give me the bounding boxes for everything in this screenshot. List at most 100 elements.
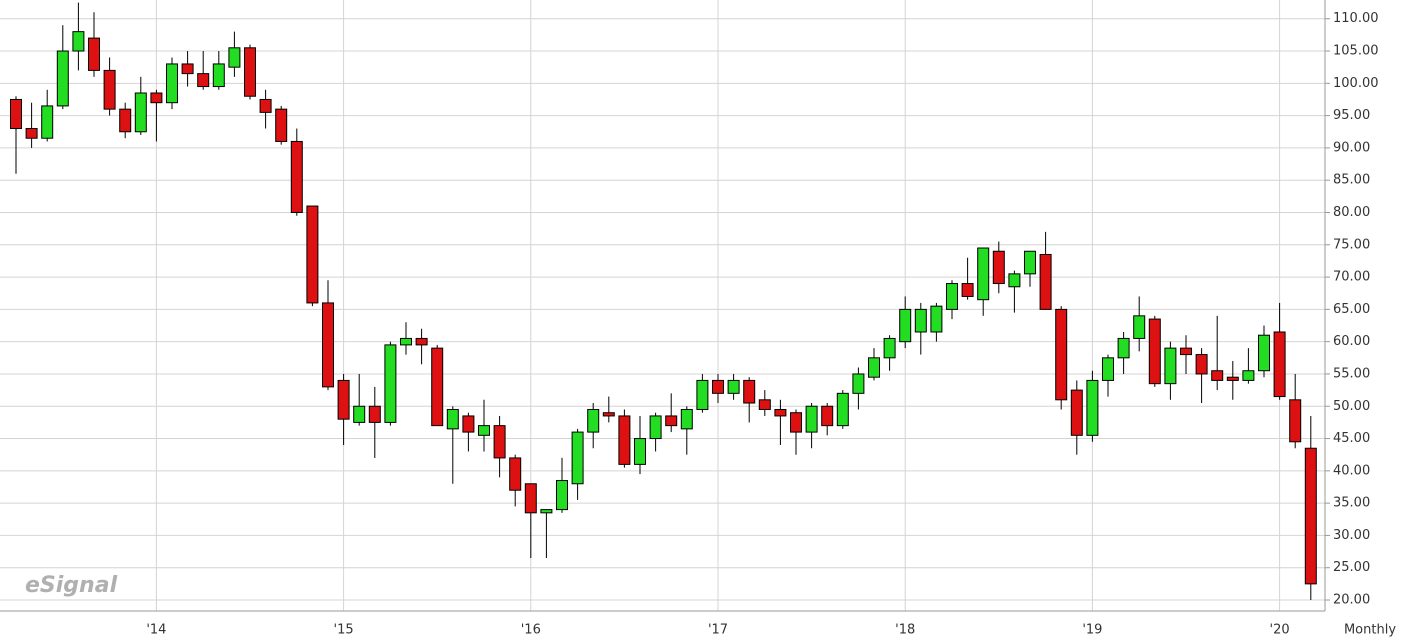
candles [10,2,1317,601]
candle-body [119,108,132,133]
candle-body [665,415,678,427]
candle-body [446,408,459,430]
y-tick-label: 90.00 [1333,140,1370,155]
y-tick-label: 100.00 [1333,76,1379,91]
candle-body [384,344,397,423]
candle-body [1070,389,1083,436]
candle-body [275,108,288,142]
y-tick-label: 50.00 [1333,399,1370,414]
candle-body [883,337,896,359]
candle-body [758,399,771,410]
candle-body [1039,253,1052,310]
candle-body [1086,379,1099,436]
candle-body [790,412,802,433]
candle-body [1008,273,1021,288]
candle-body [571,431,584,485]
candle-body [259,98,272,113]
x-tick-label: '17 [708,623,728,638]
candle-body [415,337,428,346]
candle-body [72,31,85,52]
candle-body [103,69,116,110]
candle-body [696,379,709,410]
candle-body [602,412,615,417]
y-tick-label: 85.00 [1333,173,1370,188]
candle-body [836,392,849,427]
candle-body [1195,354,1208,375]
candle-body [1180,347,1192,356]
y-tick-label: 25.00 [1333,560,1370,575]
y-tick-label: 45.00 [1333,431,1370,446]
candle-body [524,483,537,514]
candle-body [1211,370,1224,381]
candle-body [618,415,631,465]
candle-body [1258,334,1270,372]
candle-body [540,509,553,514]
candle-body [961,283,974,297]
candle-body [1304,447,1317,585]
candle-body [1117,337,1130,359]
x-tick-label: '14 [146,623,166,638]
candle-body [134,92,147,133]
candle-body [914,308,927,333]
x-tick-label: '16 [521,623,541,638]
candle-body [1148,318,1161,385]
candle-body [1055,308,1068,401]
candle-body [322,302,334,388]
candle-body [930,305,943,333]
y-tick-label: 30.00 [1333,528,1370,543]
candle-body [1102,357,1114,381]
candle-body [212,63,225,88]
candle-body [197,73,210,88]
candle-body [10,98,22,130]
candle-body [634,438,646,465]
candle-body [712,379,724,394]
candle-body [337,379,350,420]
candle-body [400,337,412,346]
period-label[interactable]: Monthly [1344,623,1396,638]
candle-body [805,405,818,433]
y-tick-label: 55.00 [1333,366,1370,381]
candle-body [306,205,319,304]
candle-body [977,247,990,301]
candle-body [25,128,38,139]
y-tick-label: 95.00 [1333,108,1370,123]
candle-body [56,50,69,107]
watermark: eSignal [25,573,118,598]
candle-body [1226,376,1239,381]
candle-body [992,250,1005,285]
candle-body [1242,370,1255,381]
y-tick-label: 70.00 [1333,270,1370,285]
candle-body [478,425,490,436]
candle-body [228,47,241,68]
y-tick-label: 110.00 [1333,11,1379,26]
candle-body [41,105,54,139]
candle-body [556,480,568,511]
candle-body [150,92,163,104]
candle-body [431,347,444,427]
candle-body [743,379,756,404]
y-tick-label: 60.00 [1333,334,1370,349]
x-tick-label: '18 [895,623,915,638]
candle-body [290,140,303,213]
y-tick-label: 65.00 [1333,302,1370,317]
candle-body [166,63,178,104]
y-tick-label: 40.00 [1333,463,1370,478]
x-tick-label: '20 [1270,623,1290,638]
y-tick-label: 20.00 [1333,593,1370,608]
candle-body [868,357,880,378]
candle-body [680,408,693,430]
candle-body [353,405,366,423]
candle-body [368,405,381,423]
candle-body [462,415,475,433]
candle-body [649,415,662,440]
candle-body [1133,315,1146,339]
y-tick-label: 35.00 [1333,496,1370,511]
candle-body [1024,250,1036,275]
candle-body [946,283,958,310]
y-tick-label: 80.00 [1333,205,1370,220]
candle-body [1289,399,1302,443]
y-tick-label: 105.00 [1333,44,1379,59]
candle-body [88,37,100,71]
candle-body [727,379,740,394]
